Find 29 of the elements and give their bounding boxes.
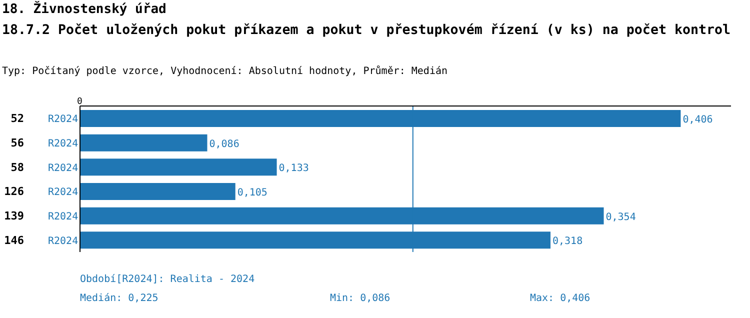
data-label: 0,318	[552, 236, 583, 248]
text: Období[R2024]: Realita - 2024	[80, 274, 255, 286]
text: Max: 0,406	[530, 293, 590, 305]
data-label: 0,354	[606, 212, 636, 223]
y-tick-label: 52	[10, 112, 24, 126]
text: R2024	[48, 187, 78, 198]
text: R2024	[48, 236, 78, 247]
annotation: 0	[77, 96, 82, 108]
y-tick-label: 58	[10, 160, 24, 174]
chart-title: 18. Živnostenský úřad	[2, 1, 166, 18]
bar	[80, 158, 277, 176]
y-tick-label: 139	[4, 210, 24, 222]
bar	[80, 134, 208, 152]
text: R2024	[48, 138, 78, 150]
text: Medián: 0,225	[80, 293, 158, 305]
series-label: R2024	[48, 114, 78, 126]
y-tick-label: 146	[4, 234, 24, 247]
text: R2024	[48, 162, 78, 174]
text: Min: 0,086	[330, 293, 390, 305]
text: Typ: Počítaný podle vzorce, Vyhodnocení: Absolutní hodnoty, Průměr: Medián	[2, 66, 448, 77]
text: R2024	[48, 212, 78, 222]
y-tick-label: 56	[10, 136, 24, 150]
data-label: 0,133	[278, 163, 309, 174]
data-label: 0,105	[237, 188, 268, 198]
chart-subtitle: 18.7.2 Počet uložených pokut příkazem a pokut v přestupkovém řízení (v ks) na počet kontrol	[2, 22, 732, 40]
data-label: 0,086	[209, 138, 240, 150]
y-tick-label: 126	[4, 185, 24, 198]
data-label: 0,406	[682, 114, 713, 126]
bar	[80, 183, 236, 200]
